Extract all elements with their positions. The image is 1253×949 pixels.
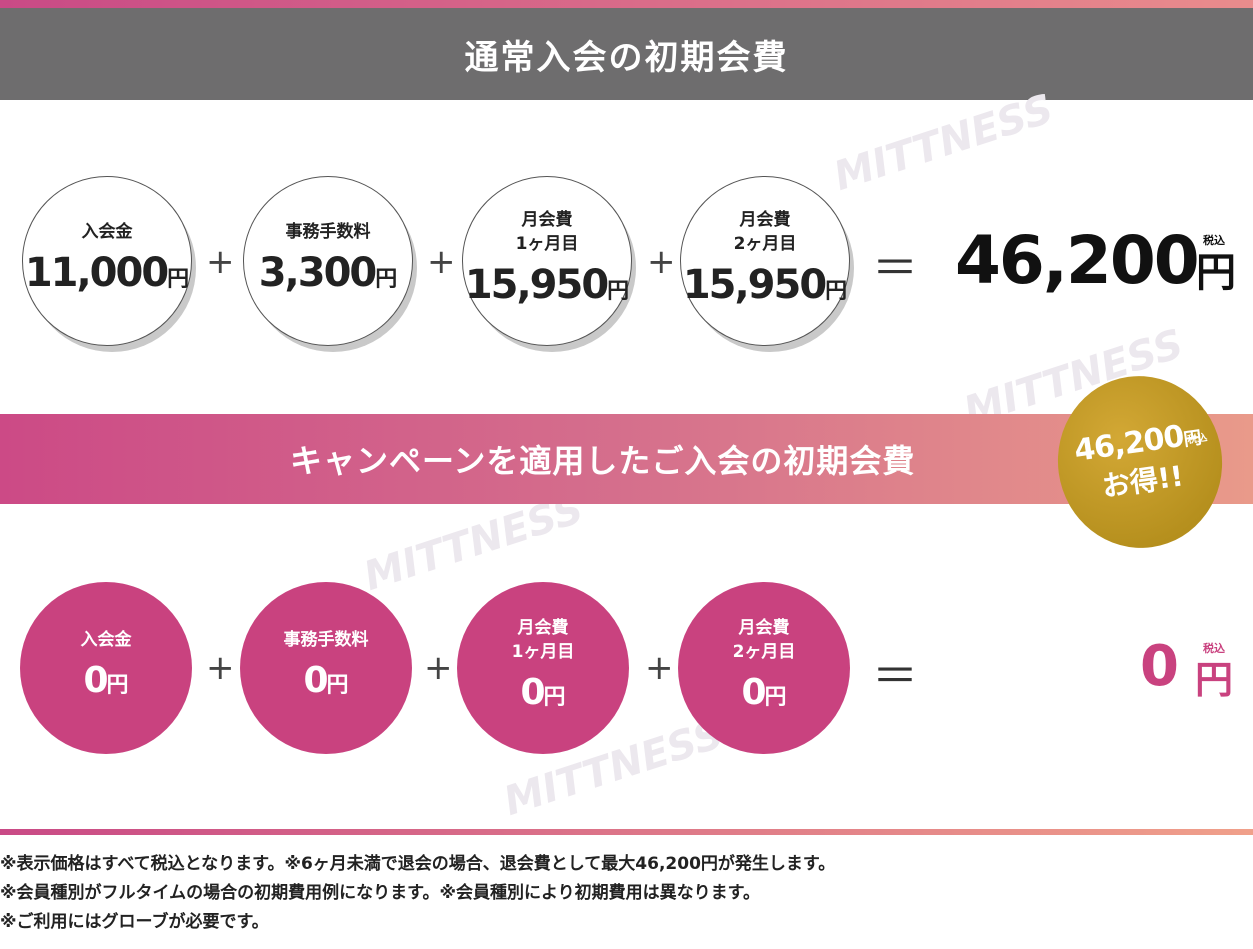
campaign-header: キャンペーンを適用したご入会の初期会費 xyxy=(0,414,1253,504)
campaign-item-month2: 月会費 2ヶ月目 0円 xyxy=(678,582,850,754)
campaign-total-unit: 円 xyxy=(1195,658,1234,702)
plus-sign: + xyxy=(647,242,676,282)
plus-sign: + xyxy=(206,648,235,688)
plus-sign: + xyxy=(427,242,456,282)
item-amount: 15,950円 xyxy=(464,261,630,308)
campaign-tax-label: 税込 xyxy=(1203,642,1225,655)
badge-tax-label: 税込 xyxy=(1186,432,1209,447)
item-amount: 3,300円 xyxy=(258,249,398,296)
item-label: 事務手数料 xyxy=(285,221,371,242)
item-amount: 0円 xyxy=(520,671,566,713)
watermark-logo: MITTNESS xyxy=(828,86,1059,200)
item-amount: 15,950円 xyxy=(682,261,848,308)
item-label: 入会金 xyxy=(81,221,133,242)
regular-item-admin-fee: 事務手数料 3,300円 xyxy=(243,176,413,346)
top-accent-line xyxy=(0,0,1253,8)
plus-sign: + xyxy=(645,648,674,688)
campaign-total-amount: 0 xyxy=(1140,634,1179,699)
regular-fee-header: 通常入会の初期会費 xyxy=(0,8,1253,100)
item-amount: 0円 xyxy=(303,659,349,701)
regular-item-month1: 月会費 1ヶ月目 15,950円 xyxy=(462,176,632,346)
regular-item-admission: 入会金 11,000円 xyxy=(22,176,192,346)
campaign-item-admin-fee: 事務手数料 0円 xyxy=(240,582,412,754)
item-amount: 0円 xyxy=(83,659,129,701)
campaign-title: キャンペーンを適用したご入会の初期会費 xyxy=(290,442,916,480)
item-label: 月会費 2ヶ月目 xyxy=(732,617,796,662)
regular-total-amount: 46,200 xyxy=(955,222,1200,299)
regular-total-unit: 円 xyxy=(1196,250,1236,296)
footnotes: ※表示価格はすべて税込となります。※6ヶ月未満で退会の場合、退会費として最大46… xyxy=(0,850,835,937)
item-label: 月会費 2ヶ月目 xyxy=(733,209,797,254)
campaign-item-month1: 月会費 1ヶ月目 0円 xyxy=(457,582,629,754)
plus-sign: + xyxy=(206,242,235,282)
item-amount: 11,000円 xyxy=(24,249,190,296)
footer-divider xyxy=(0,829,1253,835)
equals-sign: ＝ xyxy=(872,241,918,295)
item-amount: 0円 xyxy=(741,671,787,713)
footnote: ※表示価格はすべて税込となります。※6ヶ月未満で退会の場合、退会費として最大46… xyxy=(0,854,836,874)
item-label: 月会費 1ヶ月目 xyxy=(511,617,575,662)
item-label: 事務手数料 xyxy=(283,629,369,650)
regular-tax-label: 税込 xyxy=(1203,234,1225,247)
regular-fee-title: 通常入会の初期会費 xyxy=(464,37,789,78)
footnote: ※会員種別がフルタイムの場合の初期費用例になります。※会員種別により初期費用は異… xyxy=(0,883,760,903)
footnote: ※ご利用にはグローブが必要です。 xyxy=(0,912,269,932)
item-label: 入会金 xyxy=(80,629,132,650)
item-label: 月会費 1ヶ月目 xyxy=(515,209,579,254)
campaign-item-admission: 入会金 0円 xyxy=(20,582,192,754)
equals-sign: ＝ xyxy=(872,649,918,703)
regular-item-month2: 月会費 2ヶ月目 15,950円 xyxy=(680,176,850,346)
plus-sign: + xyxy=(424,648,453,688)
